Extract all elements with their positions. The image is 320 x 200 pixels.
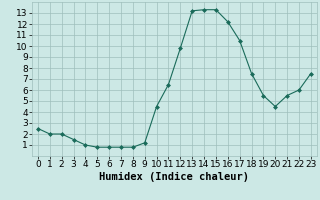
- X-axis label: Humidex (Indice chaleur): Humidex (Indice chaleur): [100, 172, 249, 182]
